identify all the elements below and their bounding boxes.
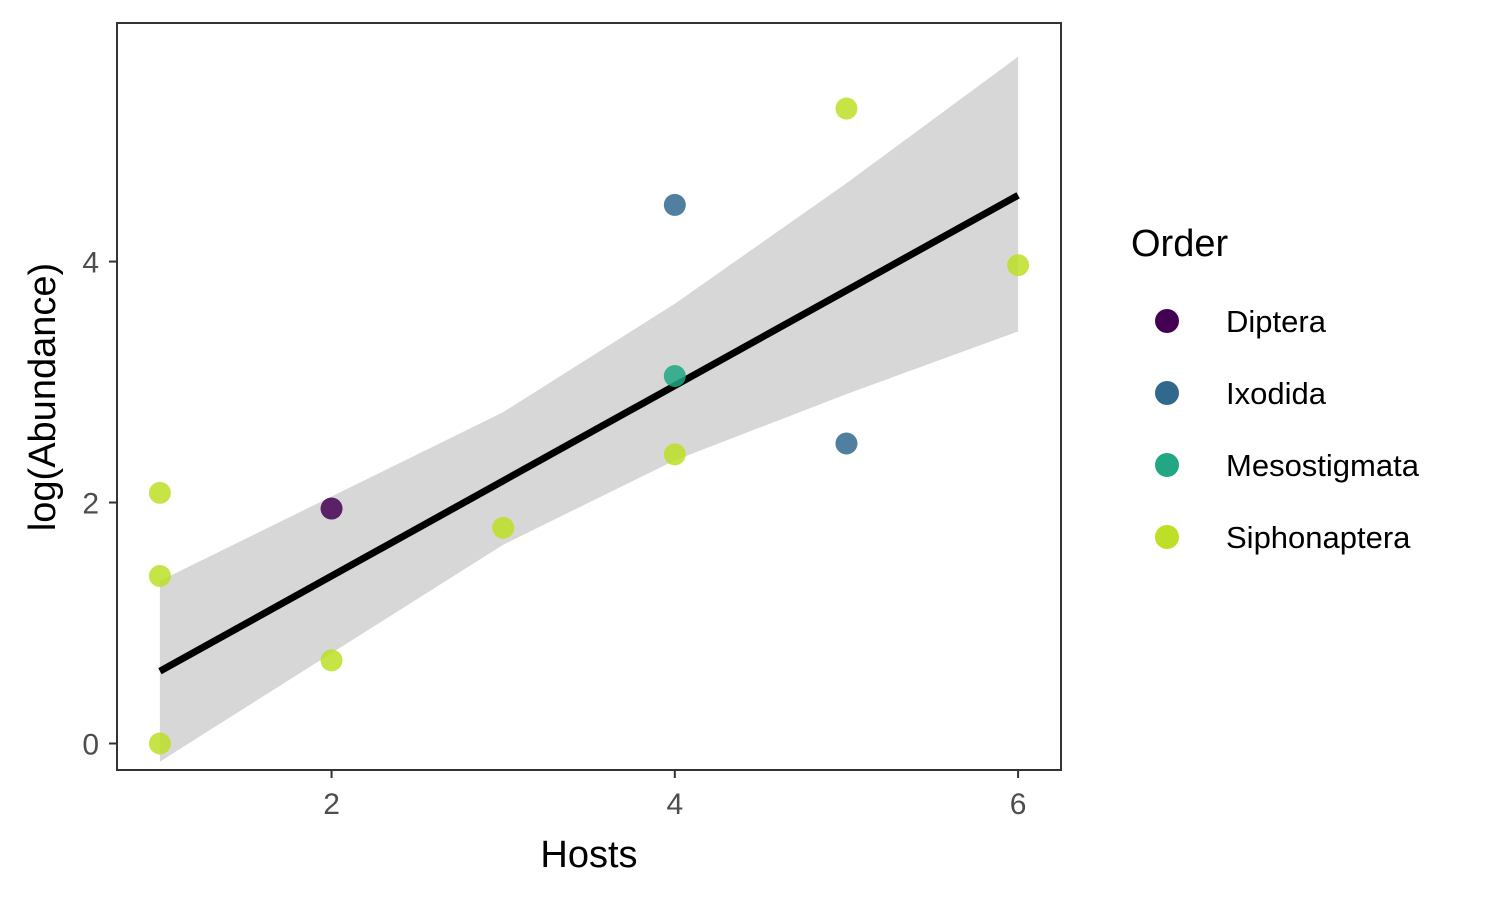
- legend-label: Mesostigmata: [1226, 448, 1420, 483]
- point-ixodida: [663, 193, 686, 216]
- point-siphonaptera: [320, 649, 343, 672]
- legend-key-siphonaptera: [1155, 525, 1179, 549]
- x-axis-title: Hosts: [540, 834, 637, 876]
- y-axis-title: log(Abundance): [22, 263, 64, 531]
- plot-area: [148, 56, 1030, 762]
- confidence-band: [159, 56, 1019, 762]
- point-siphonaptera: [148, 481, 171, 504]
- axes: 2 4 6 0 2 4: [82, 247, 1026, 821]
- point-diptera: [320, 497, 343, 520]
- x-tick-label: 6: [1010, 788, 1027, 821]
- y-tick-label: 4: [82, 247, 99, 280]
- point-siphonaptera: [492, 516, 515, 539]
- point-siphonaptera: [148, 732, 171, 755]
- y-tick-label: 2: [82, 488, 99, 521]
- point-ixodida: [835, 432, 858, 455]
- regression-line: [158, 192, 1020, 675]
- point-siphonaptera: [663, 443, 686, 466]
- legend-label: Ixodida: [1226, 376, 1327, 411]
- point-siphonaptera: [148, 565, 171, 588]
- legend-key-mesostigmata: [1155, 453, 1179, 477]
- point-siphonaptera: [1007, 254, 1030, 277]
- legend-key-diptera: [1155, 309, 1179, 333]
- point-siphonaptera: [835, 97, 858, 120]
- legend-label: Diptera: [1226, 304, 1327, 339]
- y-tick-label: 0: [82, 728, 99, 761]
- legend-label: Siphonaptera: [1226, 520, 1411, 555]
- legend: Order Diptera Ixodida Mesostigmata Siphonap…: [1131, 223, 1420, 555]
- legend-key-ixodida: [1155, 381, 1179, 405]
- x-tick-label: 4: [666, 788, 683, 821]
- x-tick-label: 2: [323, 788, 340, 821]
- legend-title: Order: [1131, 223, 1228, 265]
- point-mesostigmata: [663, 365, 686, 388]
- panel-border: [116, 22, 1062, 771]
